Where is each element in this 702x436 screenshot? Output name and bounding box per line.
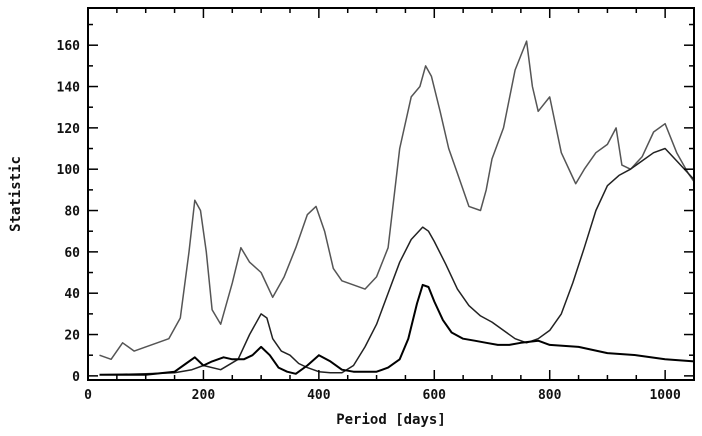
x-tick-label: 400 [307,388,331,403]
plot-frame [87,7,695,381]
y-tick-label: 0 [72,370,80,385]
series-line-3 [99,283,695,376]
y-tick-label: 100 [57,163,81,178]
x-axis-label: Period [days] [336,412,446,428]
series-layer [99,40,695,376]
tick-layer: 0 200 400 600 800 1000 0 20 40 60 80 100 120 140 160 [57,8,695,403]
x-tick-label: 0 [84,388,92,403]
y-tick-label: 140 [57,81,81,96]
series-line-1 [99,40,695,361]
series-line-2 [99,147,695,376]
x-tick-label: 200 [192,388,216,403]
y-tick-label: 80 [64,205,80,220]
y-axis-label: Statistic [8,156,24,232]
x-tick-label: 600 [423,388,447,403]
y-tick-label: 40 [64,287,80,302]
x-tick-label: 800 [538,388,562,403]
y-tick-label: 20 [64,329,80,344]
y-tick-label: 60 [64,246,80,261]
y-tick-label: 120 [57,122,81,137]
y-tick-label: 160 [57,39,81,54]
x-tick-label: 1000 [649,388,680,403]
